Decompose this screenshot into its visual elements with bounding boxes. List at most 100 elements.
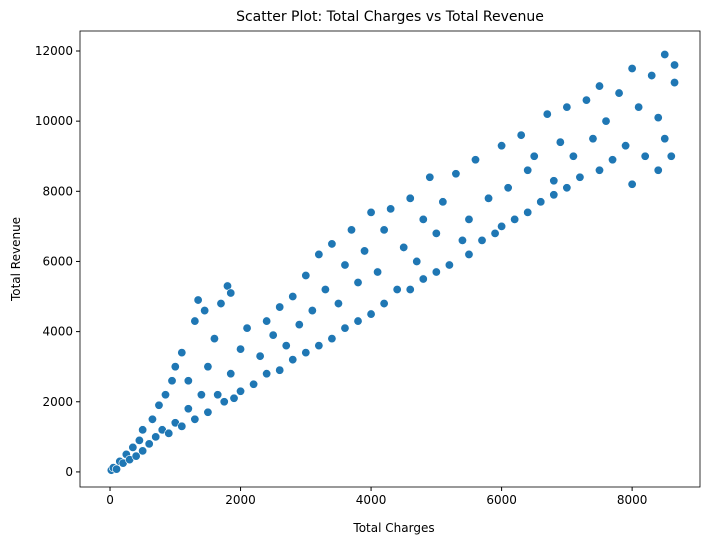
scatter-point [320, 285, 330, 295]
scatter-point [366, 207, 376, 217]
scatter-point [516, 130, 526, 140]
scatter-point [236, 344, 246, 354]
plot-frame [79, 30, 701, 488]
scatter-point [562, 183, 572, 193]
scatter-point [154, 400, 164, 410]
y-tick-label: 0 [65, 465, 73, 479]
scatter-point [346, 225, 356, 235]
scatter-point [536, 197, 546, 207]
scatter-point [647, 71, 657, 81]
scatter-point [568, 151, 578, 161]
scatter-point [594, 81, 604, 91]
scatter-point [190, 414, 200, 424]
scatter-point [549, 190, 559, 200]
scatter-point [193, 295, 203, 305]
scatter-point [333, 299, 343, 309]
scatter-point [209, 334, 219, 344]
scatter-point [549, 176, 559, 186]
scatter-point [503, 183, 513, 193]
scatter-point [653, 113, 663, 123]
scatter-point [200, 306, 210, 316]
scatter-point [614, 88, 624, 98]
scatter-point [660, 50, 670, 60]
scatter-point [112, 464, 122, 474]
scatter-point [301, 270, 311, 280]
scatter-point [670, 78, 680, 88]
y-tick-label: 4000 [42, 325, 73, 339]
scatter-point [444, 260, 454, 270]
x-tick-label: 0 [106, 493, 114, 507]
scatter-point [183, 376, 193, 386]
scatter-point [213, 390, 223, 400]
scatter-point [353, 278, 363, 288]
scatter-point [128, 442, 138, 452]
scatter-point [262, 369, 272, 379]
y-axis-label: Total Revenue [9, 217, 23, 302]
scatter-point [470, 155, 480, 165]
scatter-point [418, 214, 428, 224]
scatter-point [405, 193, 415, 203]
scatter-point [262, 316, 272, 326]
scatter-point [294, 320, 304, 330]
scatter-point [327, 239, 337, 249]
x-tick-label: 8000 [617, 493, 648, 507]
scatter-point [138, 425, 148, 435]
scatter-point [529, 151, 539, 161]
scatter-point [288, 355, 298, 365]
scatter-point [196, 390, 206, 400]
scatter-point [425, 172, 435, 182]
scatter-point [627, 179, 637, 189]
scatter-point [366, 309, 376, 319]
scatter-point [281, 341, 291, 351]
scatter-point [523, 165, 533, 175]
scatter-point [581, 95, 591, 105]
scatter-point [412, 256, 422, 266]
scatter-point [226, 369, 236, 379]
scatter-point [523, 207, 533, 217]
y-tick-label: 6000 [42, 254, 73, 268]
scatter-point [360, 246, 370, 256]
scatter-point [497, 141, 507, 151]
scatter-point [229, 393, 239, 403]
scatter-point [575, 172, 585, 182]
scatter-point [301, 348, 311, 358]
scatter-point [373, 267, 383, 277]
scatter-point [340, 260, 350, 270]
scatter-point [314, 249, 324, 259]
scatter-point [164, 428, 174, 438]
scatter-point [379, 299, 389, 309]
scatter-point [627, 64, 637, 74]
scatter-point [431, 267, 441, 277]
y-tick-label: 10000 [35, 114, 73, 128]
scatter-point [340, 323, 350, 333]
scatter-point [666, 151, 676, 161]
scatter-point [327, 334, 337, 344]
scatter-point [255, 351, 265, 361]
scatter-point [138, 446, 148, 456]
scatter-point [242, 323, 252, 333]
scatter-point [608, 155, 618, 165]
scatter-point [477, 235, 487, 245]
scatter-point [601, 116, 611, 126]
scatter-point [490, 228, 500, 238]
scatter-point [268, 330, 278, 340]
scatter-point [484, 193, 494, 203]
scatter-point [134, 435, 144, 445]
scatter-point [431, 228, 441, 238]
scatter-point [670, 60, 680, 70]
scatter-point [634, 102, 644, 112]
x-tick-label: 2000 [225, 493, 256, 507]
scatter-point [379, 225, 389, 235]
scatter-point [275, 302, 285, 312]
scatter-point [588, 134, 598, 144]
scatter-point [660, 134, 670, 144]
x-tick-label: 4000 [356, 493, 387, 507]
chart-title: Scatter Plot: Total Charges vs Total Rev… [236, 9, 544, 25]
scatter-point [418, 274, 428, 284]
scatter-point [249, 379, 259, 389]
scatter-point [438, 197, 448, 207]
scatter-point [497, 221, 507, 231]
scatter-point [353, 316, 363, 326]
